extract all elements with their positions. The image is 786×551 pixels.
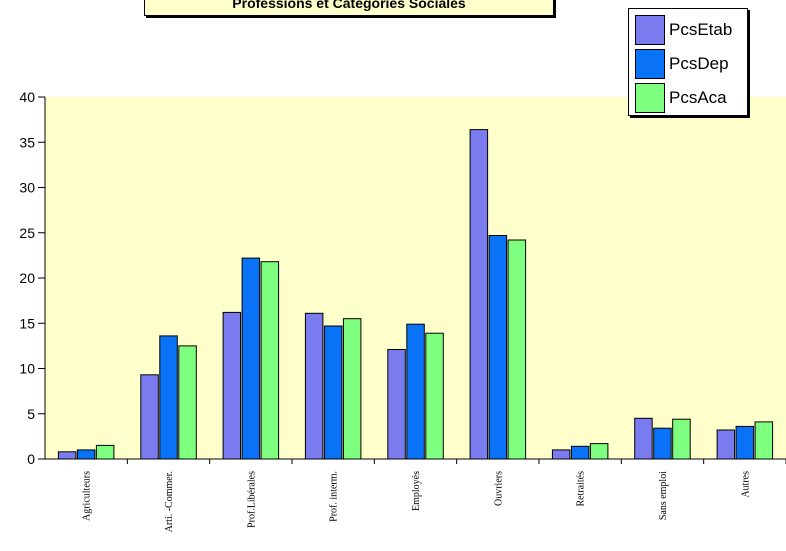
bar-pcsetab-3 [304, 312, 324, 460]
bar-pcsetab-5 [469, 129, 489, 460]
y-tick-label-3: 15 [19, 315, 35, 331]
bar-pcsetab-6 [551, 449, 571, 460]
y-tick-label-8: 40 [19, 89, 35, 105]
y-tick-label-5: 25 [19, 225, 35, 241]
legend-item-pcsdep: PcsDep [635, 49, 747, 81]
bar-pcsaca-8 [754, 421, 774, 460]
bar-pcsdep-4 [406, 323, 425, 460]
legend-swatch-pcsaca [635, 83, 665, 113]
bar-pcsdep-3 [323, 325, 343, 460]
bar-pcsaca-5 [507, 239, 527, 460]
bar-pcsdep-6 [570, 445, 590, 460]
category-label-6: Retraités [576, 471, 587, 507]
category-label-5: Ouvriers [493, 471, 504, 506]
bar-pcsdep-0 [76, 449, 96, 460]
x-axis-ticks: Agriculteurs Arti. -Commer. Prof.Libérales… [82, 459, 786, 532]
bar-pcsaca-1 [178, 345, 197, 460]
bar-pcsetab-7 [634, 417, 653, 460]
y-tick-label-6: 30 [19, 180, 35, 196]
legend-item-pcsaca: PcsAca [635, 83, 747, 115]
category-label-2: Prof.Libérales [246, 471, 257, 528]
bar-pcsdep-5 [488, 235, 508, 460]
bars-group [57, 129, 774, 460]
y-axis-ticks: 0 5 10 15 20 25 30 35 40 [19, 89, 45, 467]
y-tick-label-4: 20 [19, 270, 35, 286]
legend-swatch-pcsetab [635, 15, 665, 45]
bar-pcsaca-3 [342, 318, 362, 460]
legend-swatch-pcsdep [635, 49, 665, 79]
legend-label-pcsaca: PcsAca [669, 88, 727, 107]
bar-pcsetab-2 [222, 311, 242, 460]
bar-pcsaca-6 [589, 443, 609, 460]
bar-pcsdep-2 [241, 257, 261, 460]
bar-pcsdep-7 [653, 427, 672, 460]
bar-pcsaca-7 [672, 418, 691, 460]
bar-pcsetab-1 [140, 374, 159, 460]
legend-label-pcsetab: PcsEtab [669, 20, 733, 39]
bar-pcsdep-1 [159, 335, 178, 460]
bar-pcsetab-8 [716, 429, 736, 460]
bar-pcsaca-2 [260, 261, 280, 460]
chart-title: Professions et Catégories Sociales [144, 0, 554, 16]
category-label-3: Prof. interm. [329, 471, 340, 522]
category-label-4: Employés [411, 471, 422, 511]
category-label-8: Autres [740, 471, 751, 498]
y-tick-label-2: 10 [19, 361, 35, 377]
category-label-0: Agriculteurs [82, 471, 93, 521]
legend-label-pcsdep: PcsDep [669, 54, 729, 73]
y-tick-label-1: 5 [27, 406, 35, 422]
category-label-7: Sans emploi [658, 471, 669, 520]
category-label-1: Arti. -Commer. [164, 471, 175, 532]
bar-pcsaca-0 [95, 444, 115, 460]
legend-item-pcsetab: PcsEtab [635, 15, 747, 47]
bar-pcsetab-4 [387, 349, 406, 460]
y-tick-label-7: 35 [19, 134, 35, 150]
legend: PcsEtab PcsDep PcsAca [628, 8, 748, 116]
y-tick-label-0: 0 [27, 451, 35, 467]
bar-pcsdep-8 [735, 425, 755, 460]
bar-pcsaca-4 [425, 332, 444, 460]
bar-pcsetab-0 [57, 451, 77, 460]
